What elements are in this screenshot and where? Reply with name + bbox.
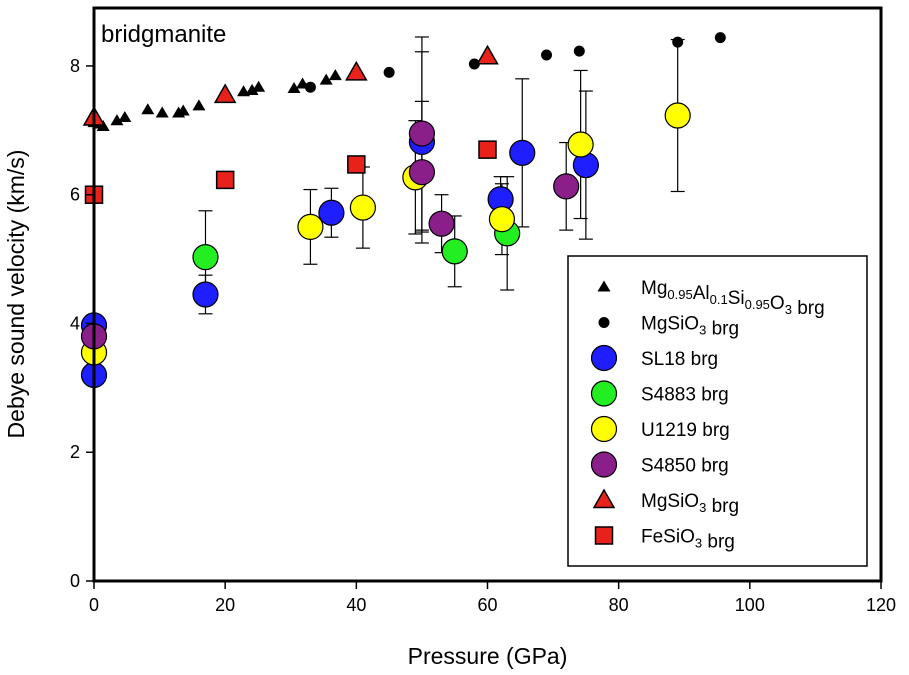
series-5 xyxy=(80,120,580,350)
data-point xyxy=(478,140,497,159)
data-point xyxy=(192,281,219,308)
data-point xyxy=(318,199,345,226)
legend-item: Mg0.95Al0.1Si0.95O3 brg xyxy=(597,278,825,319)
legend-marker xyxy=(597,280,611,292)
legend-label: U1219 brg xyxy=(641,420,730,441)
legend-item: S4883 brg xyxy=(590,380,729,407)
y-tick-label: 6 xyxy=(70,185,80,205)
data-point xyxy=(110,114,124,126)
data-point xyxy=(245,83,259,95)
legend-box xyxy=(567,255,868,567)
y-tick-label: 4 xyxy=(70,313,80,333)
data-point xyxy=(287,81,301,94)
data-point xyxy=(213,83,237,104)
y-tick-label: 0 xyxy=(70,571,80,591)
legend-label: MgSiO3 brg xyxy=(641,491,739,517)
series-2 xyxy=(80,128,599,389)
data-point xyxy=(468,58,480,70)
legend-label: Mg0.95Al0.1Si0.95O3 brg xyxy=(641,278,825,319)
legend-marker xyxy=(590,344,618,372)
data-markers xyxy=(80,32,726,389)
x-axis-ticks: 0 20 40 60 80 100 120 xyxy=(89,581,896,615)
legend-marker xyxy=(592,488,616,509)
legend-label: S4850 brg xyxy=(641,456,729,477)
data-point xyxy=(383,66,395,78)
y-tick-label: 8 xyxy=(70,56,80,76)
data-point xyxy=(573,45,585,57)
data-point xyxy=(319,73,333,85)
data-point xyxy=(567,131,594,158)
data-point xyxy=(252,80,266,92)
series-6 xyxy=(82,44,499,126)
data-point xyxy=(441,238,468,265)
legend-marker xyxy=(590,380,618,407)
legend-label: SL18 brg xyxy=(641,349,718,370)
data-point xyxy=(541,49,553,61)
data-point xyxy=(714,32,726,44)
data-point xyxy=(118,110,132,122)
x-tick-label: 40 xyxy=(346,595,366,615)
legend-item: U1219 brg xyxy=(590,415,730,443)
legend-marker xyxy=(598,317,610,328)
legend-marker xyxy=(590,451,618,478)
data-point xyxy=(345,60,368,81)
series-1 xyxy=(304,32,726,93)
x-tick-label: 60 xyxy=(477,595,497,615)
data-point xyxy=(141,103,155,115)
data-point xyxy=(297,213,324,240)
data-point xyxy=(408,159,436,186)
data-point xyxy=(553,173,580,200)
y-axis-ticks: 0 2 4 6 8 xyxy=(70,56,94,591)
legend-label: FeSiO3 brg xyxy=(641,527,735,553)
legend-marker xyxy=(590,415,618,443)
x-tick-label: 80 xyxy=(609,595,629,615)
annotation-label: bridgmanite xyxy=(101,21,226,48)
legend-item: MgSiO3 brg xyxy=(598,314,739,340)
legend-label: S4883 brg xyxy=(641,385,729,406)
x-tick-label: 20 xyxy=(215,595,235,615)
data-point xyxy=(192,99,206,111)
data-point xyxy=(328,69,342,81)
data-point xyxy=(215,170,235,190)
legend-item: FeSiO3 brg xyxy=(594,526,735,553)
legend-item: MgSiO3 brg xyxy=(592,488,739,517)
data-point xyxy=(408,120,436,147)
y-axis-title: Debye sound velocity (km/s) xyxy=(3,150,29,439)
data-point xyxy=(509,139,536,166)
data-point xyxy=(476,44,499,65)
data-point xyxy=(347,155,366,174)
data-point xyxy=(488,206,516,233)
data-point xyxy=(664,102,691,129)
legend-item: S4850 brg xyxy=(590,451,729,478)
y-tick-label: 2 xyxy=(70,442,80,462)
data-point xyxy=(428,210,455,237)
data-point xyxy=(155,106,169,118)
data-point xyxy=(176,104,190,116)
legend-item: SL18 brg xyxy=(590,344,718,372)
x-tick-label: 100 xyxy=(735,595,765,615)
x-axis-title: Pressure (GPa) xyxy=(408,643,568,669)
data-point xyxy=(192,244,219,271)
data-point xyxy=(304,81,316,93)
legend-label: MgSiO3 brg xyxy=(641,314,739,340)
x-tick-label: 120 xyxy=(866,595,896,615)
data-point xyxy=(349,194,376,221)
legend-marker xyxy=(594,526,614,545)
data-point xyxy=(672,36,684,48)
x-tick-label: 0 xyxy=(89,595,99,615)
